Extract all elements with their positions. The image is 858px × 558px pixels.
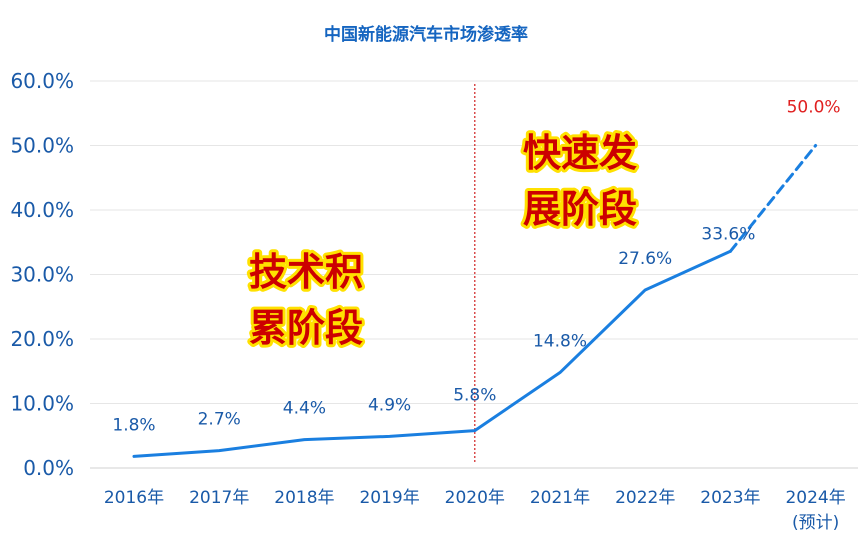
y-tick-label: 0.0% <box>23 456 74 480</box>
x-tick-label: 2022年 <box>615 488 675 508</box>
x-tick-label: 2019年 <box>359 488 419 508</box>
stage-annotation: 快速发 <box>523 131 637 175</box>
stage-annotation: 技术积 <box>249 250 363 294</box>
data-label: 4.4% <box>283 399 326 419</box>
series-line-actual <box>132 249 732 458</box>
data-label: 4.9% <box>368 395 411 415</box>
chart-title: 中国新能源汽车市场渗透率 <box>324 24 528 45</box>
data-label: 14.8% <box>533 332 587 352</box>
stage-annotation: 展阶段 <box>523 187 637 231</box>
data-labels: 1.8% 2.7% 4.4% 4.9% 5.8% 14.8% 27.6% 33.6% 50.0% <box>112 98 840 436</box>
x-tick-label: 2023年 <box>700 488 760 508</box>
x-tick-label: 2018年 <box>274 488 334 508</box>
data-label: 5.8% <box>453 386 496 406</box>
data-label: 50.0% <box>787 98 841 118</box>
y-axis-tick-labels: 0.0% 10.0% 20.0% 30.0% 40.0% 50.0% 60.0% <box>10 69 74 480</box>
x-tick-label: 2016年 <box>104 488 164 508</box>
x-tick-sublabel: (预计) <box>792 513 839 533</box>
y-tick-label: 50.0% <box>10 134 74 158</box>
y-tick-label: 10.0% <box>10 392 74 416</box>
x-tick-label: 2024年 <box>785 488 845 508</box>
x-tick-label: 2017年 <box>189 488 249 508</box>
series-line <box>132 144 818 458</box>
data-label: 1.8% <box>112 415 155 435</box>
x-axis-tick-labels: 2016年 2017年 2018年 2019年 2020年 2021年 2022年 2023年… <box>104 488 846 533</box>
data-label: 2.7% <box>198 410 241 430</box>
data-label: 33.6% <box>701 224 755 244</box>
y-tick-label: 30.0% <box>10 263 74 287</box>
y-tick-label: 60.0% <box>10 69 74 93</box>
series-line-projected <box>728 144 818 253</box>
x-tick-label: 2020年 <box>445 488 505 508</box>
gridlines <box>90 80 858 469</box>
data-label: 27.6% <box>618 249 672 269</box>
x-tick-label: 2021年 <box>530 488 590 508</box>
y-tick-label: 40.0% <box>10 198 74 222</box>
stage-annotation: 累阶段 <box>249 306 363 350</box>
y-tick-label: 20.0% <box>10 327 74 351</box>
